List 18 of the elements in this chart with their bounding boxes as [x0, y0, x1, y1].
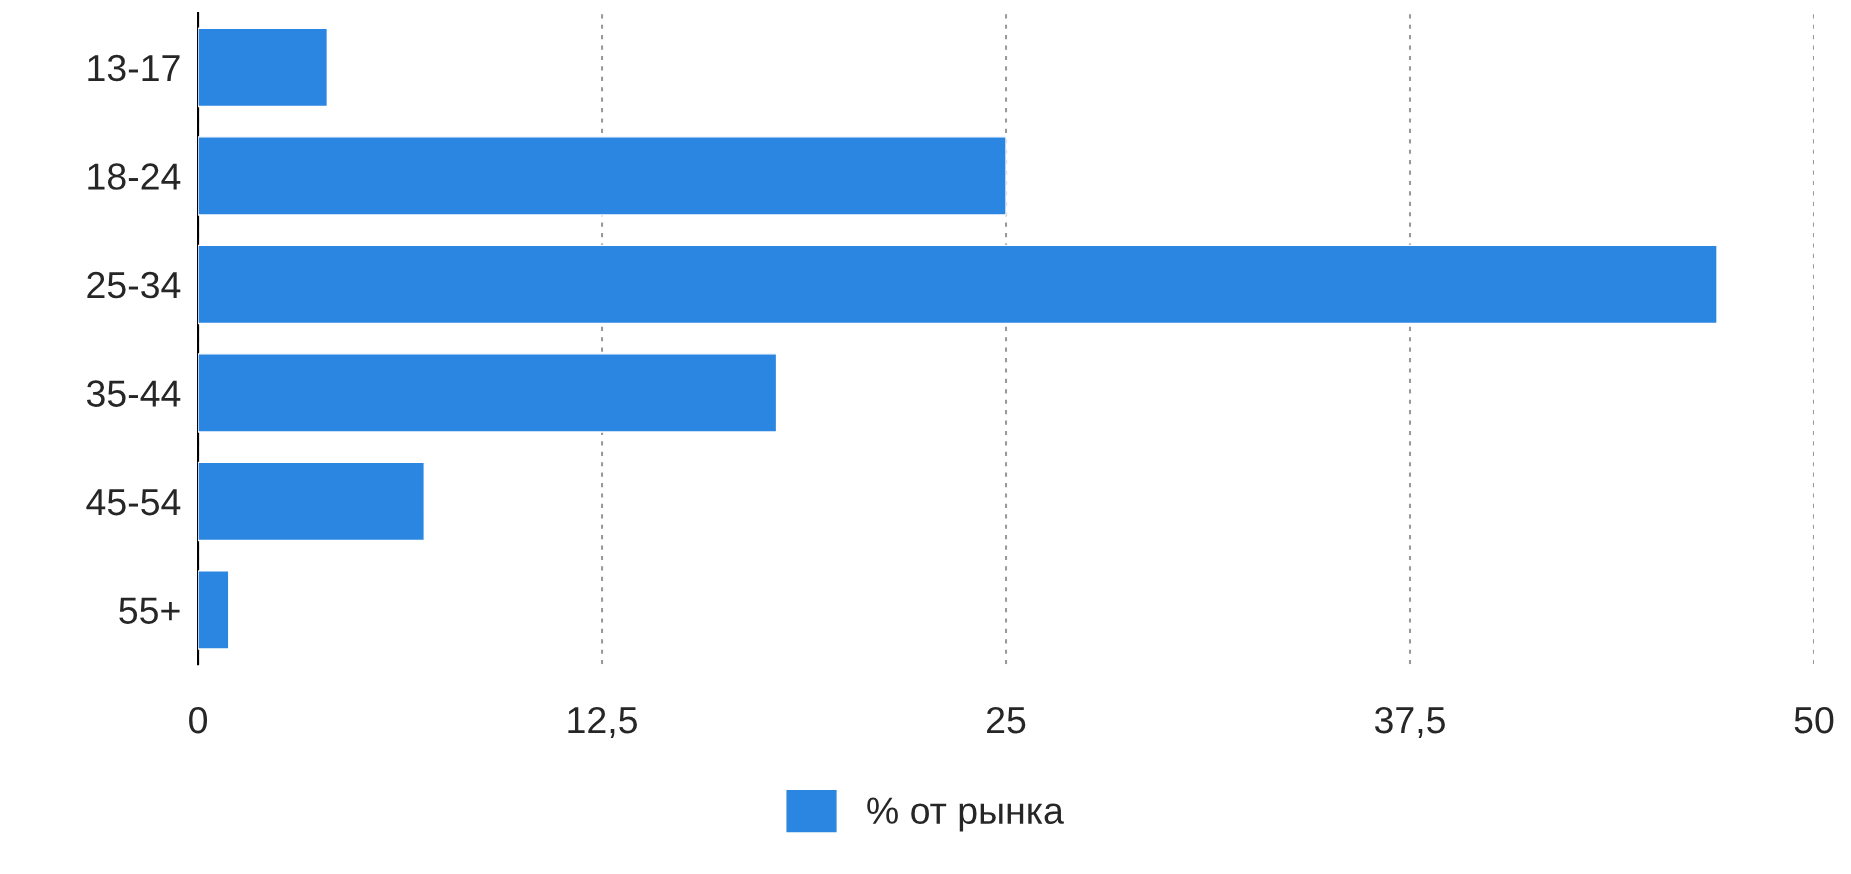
y-tick-label: 45-54 [86, 489, 181, 516]
x-tick-label: 25 [987, 706, 1026, 734]
legend-label: % от рынка [867, 797, 1064, 832]
bar [198, 244, 1718, 325]
x-tick-label: 12,5 [568, 706, 637, 738]
x-tick-label: 37,5 [1374, 706, 1445, 738]
x-tick-label: 50 [1794, 706, 1834, 734]
bar [198, 136, 1007, 216]
y-tick-label: 55+ [119, 597, 180, 624]
y-tick-label: 35-44 [86, 380, 181, 407]
y-tick-label: 13-17 [88, 54, 180, 82]
bar [198, 461, 425, 542]
bar [198, 570, 230, 650]
x-tick-label: 0 [189, 706, 208, 734]
bar [198, 27, 329, 108]
bar [198, 353, 778, 433]
y-tick-label: 25-34 [87, 271, 181, 299]
y-tick-label: 18-24 [88, 163, 181, 190]
